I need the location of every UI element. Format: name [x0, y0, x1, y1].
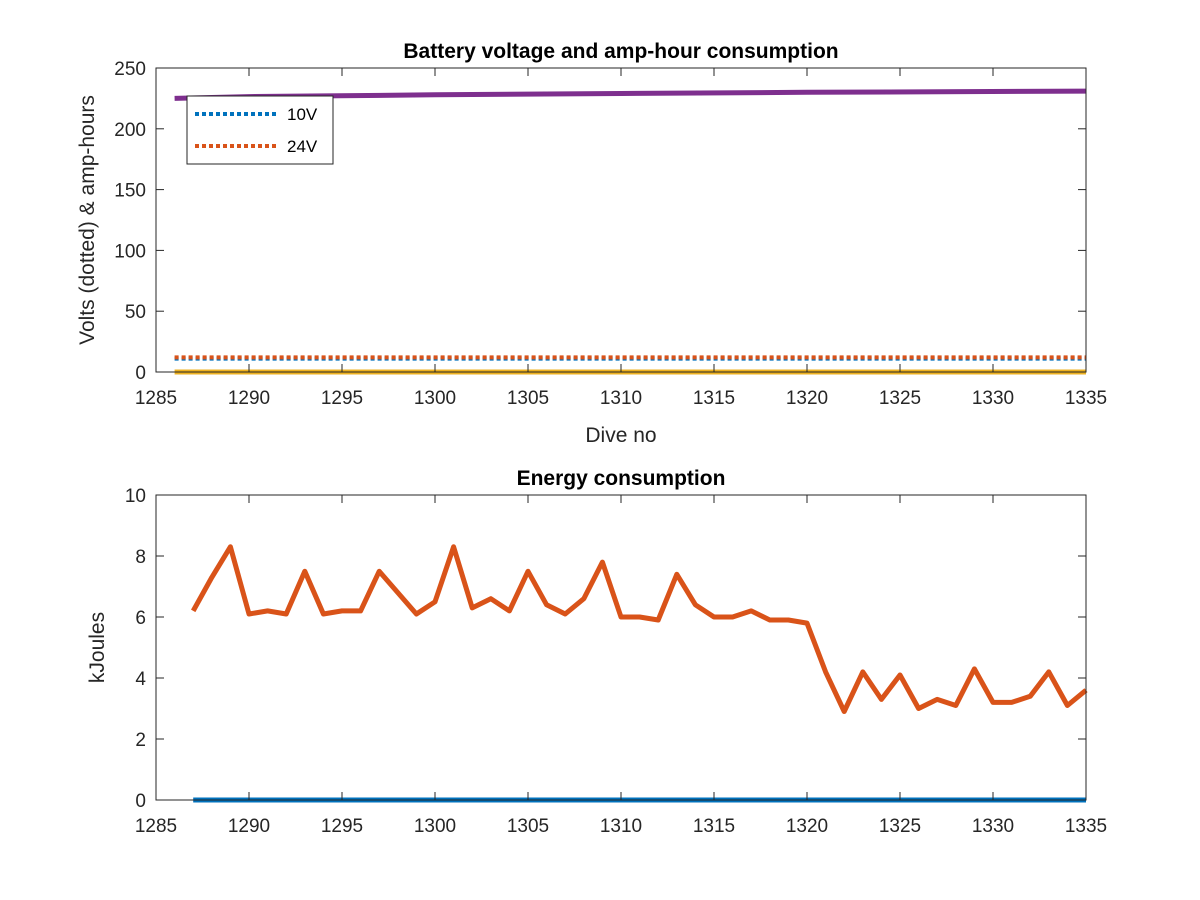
y-tick-label: 8 — [135, 547, 146, 568]
x-tick-label: 1290 — [228, 816, 270, 837]
x-tick-label: 1320 — [786, 388, 828, 409]
x-tick-label: 1310 — [600, 816, 642, 837]
y-tick-label: 50 — [125, 302, 146, 323]
x-tick-label: 1290 — [228, 388, 270, 409]
series-group — [191, 544, 1088, 803]
x-tick-label: 1315 — [693, 388, 735, 409]
x-tick-label: 1335 — [1065, 816, 1107, 837]
y-tick-label: 6 — [135, 608, 146, 629]
y-tick-label: 0 — [135, 791, 146, 812]
y-tick-label: 150 — [114, 181, 146, 202]
y-tick-label: 2 — [135, 730, 146, 751]
y-tick-label: 10 — [125, 486, 146, 507]
y-axis-label: kJoules — [86, 612, 109, 683]
y-tick-label: 0 — [135, 363, 146, 384]
axes-box — [155, 494, 1087, 801]
legend: 10V 24V — [186, 95, 334, 165]
legend-label-10v: 10V — [287, 105, 318, 124]
y-tick-label: 100 — [114, 241, 146, 262]
legend-label-24v: 24V — [287, 137, 318, 156]
x-tick-label: 1305 — [507, 388, 549, 409]
x-tick-label: 1330 — [972, 816, 1014, 837]
x-tick-label: 1300 — [414, 816, 456, 837]
x-axis-label: Dive no — [585, 424, 656, 447]
y-tick-label: 250 — [114, 59, 146, 80]
x-tick-label: 1335 — [1065, 388, 1107, 409]
x-tick-label: 1305 — [507, 816, 549, 837]
top-chart-battery: 1285 1290 1295 1300 1305 1310 1315 1320 1325 1330… — [76, 40, 1107, 447]
y-axis-label: Volts (dotted) & amp-hours — [76, 95, 99, 345]
x-tick-label: 1320 — [786, 816, 828, 837]
x-tick-label: 1310 — [600, 388, 642, 409]
chart-title: Energy consumption — [517, 467, 726, 490]
chart-title: Battery voltage and amp-hour consumption — [403, 40, 838, 63]
x-tick-label: 1330 — [972, 388, 1014, 409]
y-tick-label: 4 — [135, 669, 146, 690]
x-tick-label: 1295 — [321, 388, 363, 409]
x-tick-label: 1325 — [879, 388, 921, 409]
bottom-chart-energy: 1285 1290 1295 1300 1305 1310 1315 1320 1325 1330… — [86, 467, 1107, 837]
x-tick-label: 1285 — [135, 388, 177, 409]
x-tick-label: 1300 — [414, 388, 456, 409]
series-0-line — [191, 544, 1088, 714]
x-tick-label: 1315 — [693, 816, 735, 837]
legend-box — [186, 95, 334, 165]
y-tick-label: 200 — [114, 120, 146, 141]
x-tick-label: 1325 — [879, 816, 921, 837]
x-tick-label: 1295 — [321, 816, 363, 837]
x-tick-label: 1285 — [135, 816, 177, 837]
